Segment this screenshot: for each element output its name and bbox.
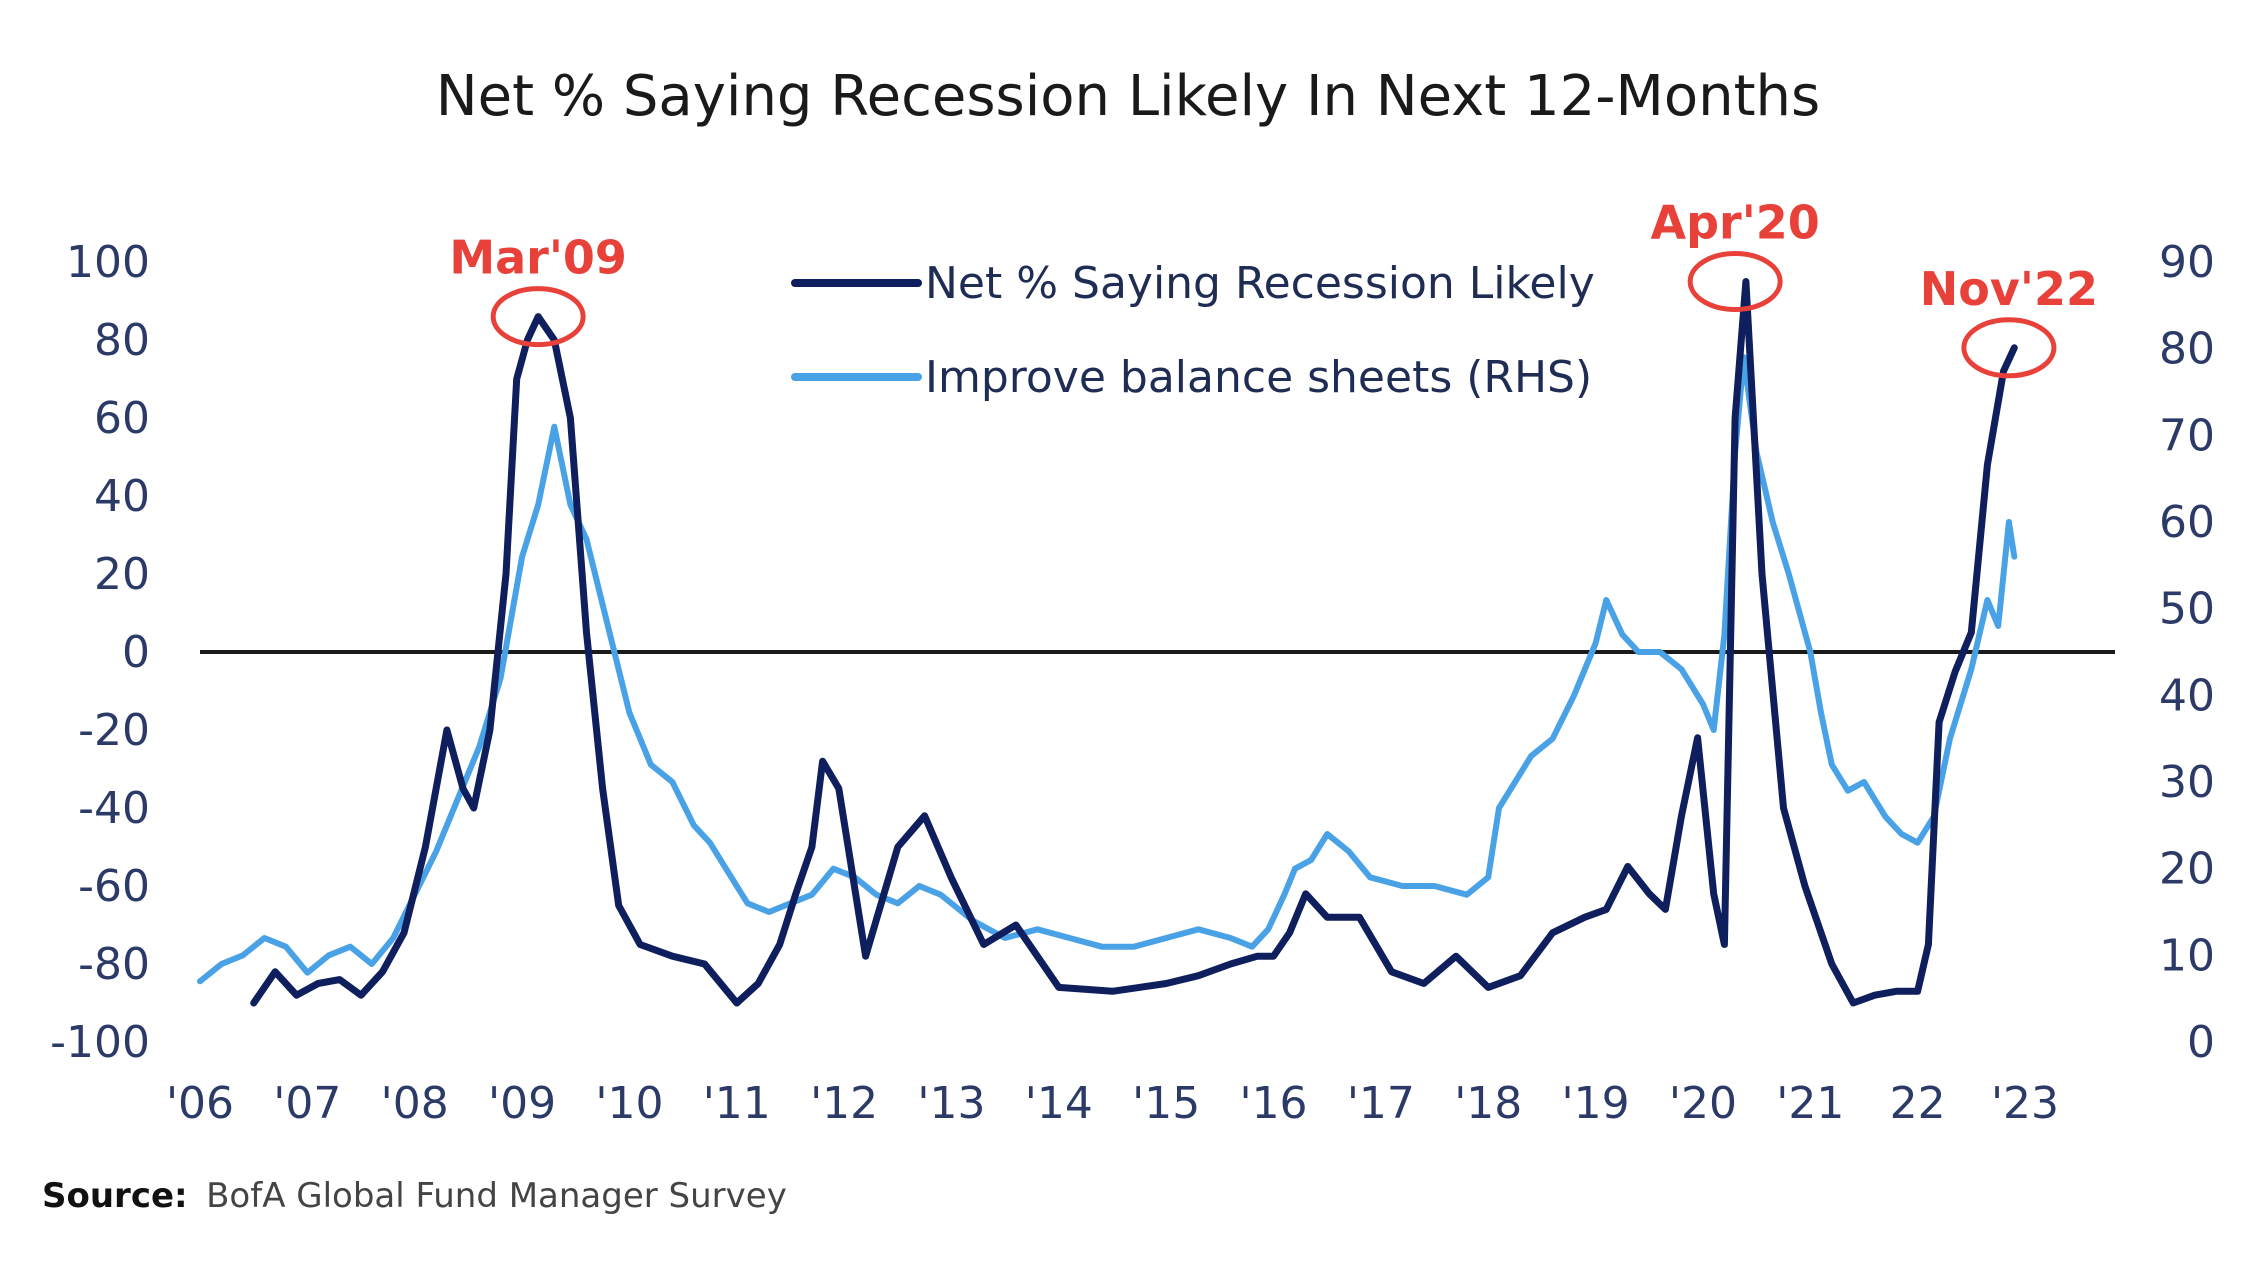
right-tick-label: 80 — [2159, 324, 2215, 375]
right-tick-label: 90 — [2159, 237, 2215, 288]
left-tick-label: 80 — [94, 315, 150, 366]
left-tick-label: -20 — [78, 705, 150, 756]
right-tick-label: 10 — [2159, 930, 2215, 981]
x-tick-label: '20 — [1669, 1078, 1737, 1129]
x-tick-label: '23 — [1991, 1078, 2059, 1129]
left-tick-label: 100 — [66, 237, 150, 288]
right-tick-label: 70 — [2159, 410, 2215, 461]
x-tick-label: '21 — [1776, 1078, 1844, 1129]
annotation-label: Apr'20 — [1650, 196, 1819, 250]
right-tick-label: 60 — [2159, 497, 2215, 548]
left-tick-label: -100 — [50, 1017, 150, 1068]
x-tick-label: '16 — [1239, 1078, 1307, 1129]
left-tick-label: -80 — [78, 939, 150, 990]
x-tick-label: '13 — [917, 1078, 985, 1129]
left-tick-label: -60 — [78, 861, 150, 912]
left-tick-label: 20 — [94, 549, 150, 600]
x-tick-label: '14 — [1025, 1078, 1093, 1129]
right-tick-label: 50 — [2159, 584, 2215, 635]
left-tick-label: 60 — [94, 393, 150, 444]
source-text: BofA Global Fund Manager Survey — [206, 1176, 787, 1216]
left-tick-label: 40 — [94, 471, 150, 522]
x-tick-label: '12 — [810, 1078, 878, 1129]
right-tick-label: 30 — [2159, 757, 2215, 808]
annotation-label: Mar'09 — [449, 231, 627, 285]
x-tick-label: '09 — [488, 1078, 556, 1129]
legend-label-balance: Improve balance sheets (RHS) — [925, 352, 1592, 403]
x-tick-label: '10 — [595, 1078, 663, 1129]
annotation-circle — [1961, 317, 2057, 379]
annotations: Mar'09 Apr'20 Nov'22 — [449, 196, 2098, 379]
legend-label-recession: Net % Saying Recession Likely — [925, 258, 1595, 309]
source-line: Source: BofA Global Fund Manager Survey — [42, 1176, 787, 1216]
series-line-recession — [250, 278, 2018, 1007]
x-tick-label: '17 — [1347, 1078, 1415, 1129]
source-label: Source: — [42, 1176, 188, 1216]
left-tick-label: 0 — [122, 627, 150, 678]
x-tick-label: '18 — [1454, 1078, 1522, 1129]
x-tick-label: 22 — [1890, 1078, 1946, 1129]
left-tick-label: -40 — [78, 783, 150, 834]
x-tick-label: '06 — [166, 1078, 234, 1129]
right-tick-label: 0 — [2187, 1017, 2215, 1068]
x-axis: '06 '07 '08 '09 '10 '11 '12 '13 '14 '15 '16 '17 '18 '… — [166, 1078, 2059, 1129]
chart-title: Net % Saying Recession Likely In Next 12… — [436, 64, 1820, 129]
right-axis: 90 80 70 60 50 40 30 20 10 0 — [2159, 237, 2215, 1068]
x-tick-label: '07 — [273, 1078, 341, 1129]
right-tick-label: 20 — [2159, 844, 2215, 895]
x-tick-label: '08 — [381, 1078, 449, 1129]
annotation-circle — [1687, 251, 1783, 312]
series-line-balance-sheets — [197, 354, 2018, 985]
series-group — [197, 278, 2018, 1007]
annotation-label: Nov'22 — [1920, 262, 2098, 316]
right-tick-label: 40 — [2159, 670, 2215, 721]
annotation-circle — [490, 286, 586, 348]
left-axis: 100 80 60 40 20 0 -20 -40 -60 -80 -100 — [50, 237, 150, 1068]
x-tick-label: '19 — [1562, 1078, 1630, 1129]
x-tick-label: '11 — [703, 1078, 771, 1129]
legend: Net % Saying Recession Likely Improve ba… — [791, 258, 1595, 403]
x-tick-label: '15 — [1132, 1078, 1200, 1129]
